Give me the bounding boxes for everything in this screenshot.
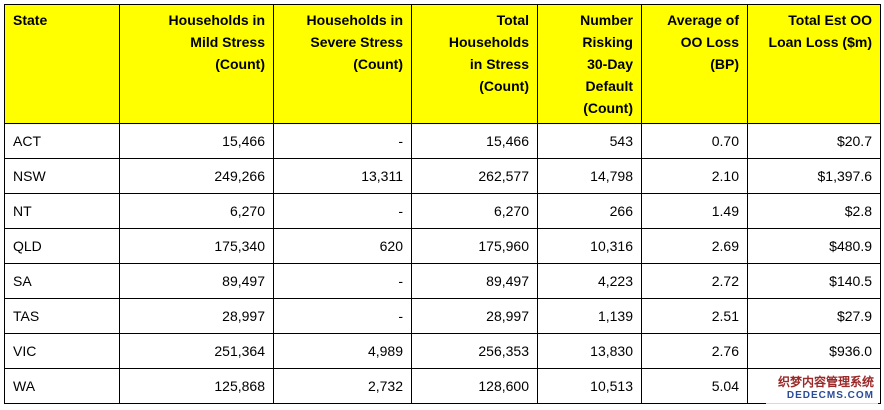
- column-header-line: (BP): [710, 56, 739, 72]
- column-header-line: (Count): [479, 78, 529, 94]
- column-header: Total Est OO Loan Loss ($m): [747, 4, 881, 124]
- column-header: State: [4, 4, 120, 124]
- state-cell: NT: [4, 193, 120, 229]
- value-cell: 6,270: [411, 193, 538, 229]
- value-cell: 4,989: [273, 333, 412, 369]
- value-cell: 620: [273, 228, 412, 264]
- value-cell: 28,997: [119, 298, 274, 334]
- value-cell: 10,513: [537, 368, 642, 404]
- column-header-line: Severe Stress: [310, 34, 403, 50]
- state-cell: QLD: [4, 228, 120, 264]
- value-cell: 4,223: [537, 263, 642, 299]
- value-cell: 1,139: [537, 298, 642, 334]
- value-cell: 175,960: [411, 228, 538, 264]
- header-row: State Households in Mild Stress (Count) Hous…: [4, 4, 881, 124]
- state-cell: NSW: [4, 158, 120, 194]
- watermark-text: 织梦内容管理系统: [777, 375, 874, 389]
- value-cell: $27.9: [747, 298, 881, 334]
- state-cell: SA: [4, 263, 120, 299]
- column-header-line: Number: [580, 12, 633, 28]
- value-cell: 266: [537, 193, 642, 229]
- state-cell: ACT: [4, 123, 120, 159]
- value-cell: 5.04: [641, 368, 748, 404]
- value-cell: 249,266: [119, 158, 274, 194]
- column-header-line: Total Est OO: [788, 12, 872, 28]
- value-cell: 2.72: [641, 263, 748, 299]
- table-row: VIC 251,364 4,989 256,353 13,830 2.76 $936.0: [4, 333, 881, 369]
- value-cell: $936.0: [747, 333, 881, 369]
- column-header: Number Risking 30-Day Default (Count): [537, 4, 642, 124]
- value-cell: 0.70: [641, 123, 748, 159]
- table-row: ACT 15,466-15,466 543 0.70 $20.7: [4, 123, 881, 159]
- value-cell: $20.7: [747, 123, 881, 159]
- value-cell: 1.49: [641, 193, 748, 229]
- value-cell: $1,397.6: [747, 158, 881, 194]
- state-cell: WA: [4, 368, 120, 404]
- value-cell: 10,316: [537, 228, 642, 264]
- column-header-line: Households: [448, 34, 529, 50]
- value-cell: 15,466: [119, 123, 274, 159]
- table-row: QLD 175,340 620 175,960 10,316 2.69 $480.9: [4, 228, 881, 264]
- value-cell: -: [273, 193, 412, 229]
- column-header-line: (Count): [215, 56, 265, 72]
- value-cell: 251,364: [119, 333, 274, 369]
- column-header-line: Average of: [667, 12, 739, 28]
- column-header-line: (Count): [353, 56, 403, 72]
- column-header-line: Households in: [168, 12, 265, 28]
- value-cell: 543: [537, 123, 642, 159]
- value-cell: 2.69: [641, 228, 748, 264]
- value-cell: $140.5: [747, 263, 881, 299]
- value-cell: 2.10: [641, 158, 748, 194]
- value-cell: 128,600: [411, 368, 538, 404]
- column-header-line: Default: [585, 78, 633, 94]
- value-cell: 256,353: [411, 333, 538, 369]
- household-stress-table: State Households in Mild Stress (Count) Hous…: [4, 4, 881, 404]
- value-cell: 6,270: [119, 193, 274, 229]
- value-cell: 89,497: [411, 263, 538, 299]
- state-cell: VIC: [4, 333, 120, 369]
- table-row: NSW 249,266 13,311 262,577 14,798 2.10 $1,397.…: [4, 158, 881, 194]
- column-header-line: Mild Stress: [190, 34, 265, 50]
- column-header-line: Loan Loss ($m): [768, 34, 872, 50]
- watermark-domain: DEDECMS.COM: [786, 390, 874, 401]
- value-cell: $480.9: [747, 228, 881, 264]
- table-row: TAS 28,997-28,997 1,139 2.51 $27.9: [4, 298, 881, 334]
- table-body: ACT 15,466-15,466 543 0.70 $20.7 NSW 249,266 13…: [4, 123, 881, 404]
- column-header-line: State: [13, 12, 48, 28]
- value-cell: 2.51: [641, 298, 748, 334]
- column-header: Households in Mild Stress (Count): [119, 4, 274, 124]
- value-cell: 13,311: [273, 158, 412, 194]
- column-header: Total Households in Stress (Count): [411, 4, 538, 124]
- column-header-line: Households in: [306, 12, 403, 28]
- state-cell: TAS: [4, 298, 120, 334]
- value-cell: 14,798: [537, 158, 642, 194]
- column-header: Households in Severe Stress (Count): [273, 4, 412, 124]
- value-cell: -: [273, 298, 412, 334]
- value-cell: 15,466: [411, 123, 538, 159]
- value-cell: 13,830: [537, 333, 642, 369]
- column-header-line: Risking: [582, 34, 633, 50]
- column-header-line: 30-Day: [587, 56, 633, 72]
- value-cell: 89,497: [119, 263, 274, 299]
- column-header-line: OO Loss: [680, 34, 739, 50]
- watermark: 织梦内容管理系统 DEDECMS.COM: [766, 372, 878, 406]
- value-cell: 2.76: [641, 333, 748, 369]
- table-row: WA 125,868 2,732 128,600 10,513 5.04: [4, 368, 881, 404]
- value-cell: $2.8: [747, 193, 881, 229]
- value-cell: 262,577: [411, 158, 538, 194]
- column-header: Average of OO Loss (BP): [641, 4, 748, 124]
- value-cell: -: [273, 123, 412, 159]
- table-row: SA 89,497-89,497 4,223 2.72 $140.5: [4, 263, 881, 299]
- column-header-line: in Stress: [469, 56, 529, 72]
- value-cell: -: [273, 263, 412, 299]
- value-cell: 2,732: [273, 368, 412, 404]
- value-cell: 175,340: [119, 228, 274, 264]
- column-header-line: (Count): [583, 100, 633, 116]
- table-row: NT 6,270-6,270 266 1.49 $2.8: [4, 193, 881, 229]
- value-cell: 28,997: [411, 298, 538, 334]
- value-cell: 125,868: [119, 368, 274, 404]
- column-header-line: Total: [496, 12, 529, 28]
